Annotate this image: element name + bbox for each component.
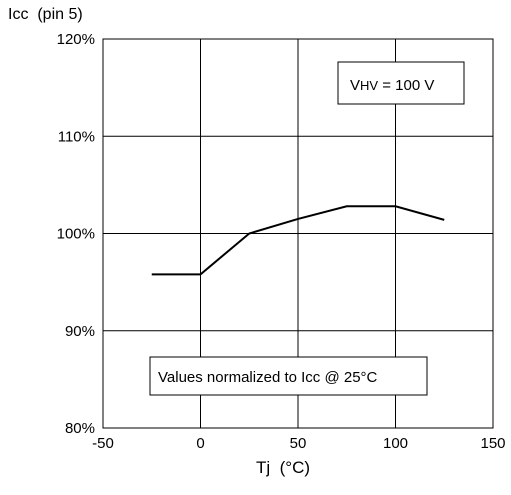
- series-line: [151, 205, 445, 276]
- grid: [103, 39, 493, 428]
- y-tick-label: 120%: [57, 31, 95, 48]
- voltage-annotation-box: [337, 61, 465, 105]
- x-axis-label: Tj (°C): [256, 458, 311, 477]
- voltage-annotation: VHV = 100 V: [337, 61, 465, 105]
- x-tick-label: -50: [92, 435, 114, 452]
- normalized-annotation: Values normalized to Icc @ 25°C: [149, 356, 428, 396]
- series: [151, 205, 445, 276]
- y-tick-label: 80%: [65, 420, 95, 437]
- x-tick-label: 100: [383, 435, 408, 452]
- voltage-annotation-text: VHV = 100 V: [350, 77, 434, 94]
- x-tick-label: 0: [196, 435, 204, 452]
- x-tick-label: 50: [290, 435, 307, 452]
- plot-frame: [102, 38, 494, 429]
- normalized-annotation-box: [149, 356, 428, 396]
- normalized-annotation-text: Values normalized to Icc @ 25°C: [158, 369, 378, 386]
- tick-labels: -50 0 50 100 150 80% 90% 100% 110% 120%: [57, 31, 506, 452]
- y-tick-label: 110%: [58, 128, 95, 145]
- y-axis-label: Icc (pin 5): [8, 6, 83, 23]
- y-tick-label: 100%: [57, 226, 95, 243]
- x-tick-label: 150: [480, 435, 505, 452]
- y-tick-label: 90%: [65, 323, 95, 340]
